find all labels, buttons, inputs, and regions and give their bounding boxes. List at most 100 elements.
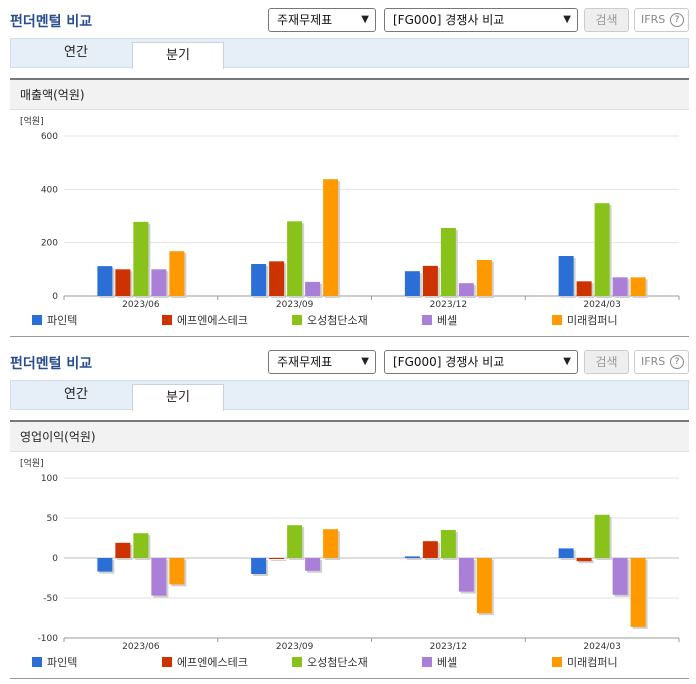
bar[interactable] — [287, 525, 303, 558]
bar[interactable] — [269, 558, 285, 559]
compare-select[interactable]: [FG000] 경쟁사 비교 ▼ — [384, 350, 578, 374]
legend-label[interactable]: 베셀 — [437, 656, 457, 669]
section-title: 영업이익(억원) — [10, 422, 689, 452]
ifrs-button[interactable]: IFRS ? — [634, 8, 689, 32]
statement-select[interactable]: 주재무제표 ▼ — [268, 350, 376, 374]
legend-label[interactable]: 에프엔에스테크 — [177, 656, 248, 669]
bar[interactable] — [305, 281, 321, 296]
op-profit-chart-svg: [억원] -100 -50 0 50 100 2023/06 2023/09 2023/12 20… — [20, 457, 680, 669]
unit-label: [억원] — [20, 457, 44, 469]
sales-chart-svg: [억원] 0 200 400 600 2023/06 2023/09 2023/12 2024/… — [20, 115, 680, 327]
x-tick-label: 2023/06 — [122, 300, 160, 310]
legend-swatch — [292, 657, 302, 667]
bar[interactable] — [323, 529, 339, 558]
help-icon[interactable]: ? — [670, 13, 684, 27]
bar[interactable] — [476, 260, 492, 296]
bar[interactable] — [97, 558, 113, 572]
bar[interactable] — [630, 277, 646, 296]
bar[interactable] — [133, 533, 149, 558]
tab-quarterly[interactable]: 분기 — [132, 384, 224, 411]
divider — [10, 678, 689, 679]
bar-shadow — [271, 560, 287, 561]
legend-label[interactable]: 미래컴퍼니 — [567, 314, 618, 327]
legend-swatch — [162, 315, 172, 325]
bar[interactable] — [476, 558, 492, 614]
legend-swatch — [32, 657, 42, 667]
bar[interactable] — [422, 265, 438, 296]
tab-quarterly[interactable]: 분기 — [132, 42, 224, 69]
sales-chart: [억원] 0 200 400 600 2023/06 2023/09 2023/12 2024/… — [10, 112, 689, 334]
bar[interactable] — [404, 556, 420, 558]
y-tick-label: 600 — [41, 132, 58, 142]
tab-annual[interactable]: 연간 — [64, 387, 88, 402]
legend-label[interactable]: 미래컴퍼니 — [567, 656, 618, 669]
statement-select[interactable]: 주재무제표 ▼ — [268, 8, 376, 32]
bar[interactable] — [115, 542, 131, 558]
op-profit-chart: [억원] -100 -50 0 50 100 2023/06 2023/09 2023/12 20… — [10, 454, 689, 676]
bar[interactable] — [558, 548, 574, 558]
search-button[interactable]: 검색 — [584, 350, 629, 374]
search-button[interactable]: 검색 — [584, 8, 629, 32]
bar[interactable] — [269, 261, 285, 296]
statement-select-value: 주재무제표 — [277, 355, 333, 369]
bar[interactable] — [97, 266, 113, 296]
bar[interactable] — [133, 221, 149, 296]
bar[interactable] — [305, 558, 321, 571]
bar[interactable] — [594, 514, 610, 558]
bar[interactable] — [115, 269, 131, 296]
bar[interactable] — [287, 221, 303, 296]
legend-label[interactable]: 파인텍 — [47, 656, 77, 669]
legend-label[interactable]: 에프엔에스테크 — [177, 314, 248, 327]
bar[interactable] — [612, 558, 628, 595]
legend-label[interactable]: 오성첨단소재 — [307, 314, 368, 327]
statement-select-value: 주재무제표 — [277, 13, 333, 27]
bar[interactable] — [440, 530, 456, 558]
bar-shadow — [578, 560, 594, 564]
chevron-down-icon: ▼ — [361, 14, 369, 25]
ifrs-button[interactable]: IFRS ? — [634, 350, 689, 374]
bar[interactable] — [422, 541, 438, 558]
y-tick-label: 50 — [47, 514, 59, 524]
ifrs-label: IFRS — [641, 355, 666, 368]
y-tick-label: 200 — [41, 239, 58, 249]
bar[interactable] — [558, 256, 574, 296]
bar[interactable] — [458, 283, 474, 296]
bar[interactable] — [151, 558, 167, 596]
ifrs-label: IFRS — [641, 13, 666, 26]
bar[interactable] — [630, 558, 646, 627]
legend-label[interactable]: 베셀 — [437, 314, 457, 327]
bar[interactable] — [251, 558, 267, 574]
tab-annual[interactable]: 연간 — [64, 45, 88, 60]
bar[interactable] — [458, 558, 474, 592]
bar[interactable] — [440, 228, 456, 296]
bar[interactable] — [576, 281, 592, 296]
legend-label[interactable]: 오성첨단소재 — [307, 656, 368, 669]
bar-shadow — [406, 558, 422, 560]
legend-swatch — [292, 315, 302, 325]
bar[interactable] — [404, 271, 420, 296]
chevron-down-icon: ▼ — [361, 356, 369, 367]
bar[interactable] — [169, 251, 185, 296]
chevron-down-icon: ▼ — [563, 356, 571, 367]
bar[interactable] — [251, 264, 267, 296]
help-icon[interactable]: ? — [670, 355, 684, 369]
bar[interactable] — [612, 277, 628, 296]
bar[interactable] — [323, 179, 339, 296]
y-tick-label: 0 — [52, 292, 58, 302]
legend-swatch — [422, 657, 432, 667]
panel-title: 펀더멘털 비교 — [10, 356, 93, 372]
legend-swatch — [32, 315, 42, 325]
period-tabs: 연간 분기 — [10, 380, 689, 411]
x-tick-label: 2023/12 — [430, 300, 467, 310]
bar[interactable] — [576, 558, 592, 562]
bar[interactable] — [151, 269, 167, 296]
compare-select[interactable]: [FG000] 경쟁사 비교 ▼ — [384, 8, 578, 32]
x-tick-label: 2023/06 — [122, 642, 160, 652]
y-tick-label: -50 — [43, 594, 58, 604]
panel-title: 펀더멘털 비교 — [10, 14, 93, 30]
y-tick-label: -100 — [38, 634, 59, 644]
bar[interactable] — [169, 558, 185, 585]
bar[interactable] — [594, 203, 610, 296]
x-tick-label: 2023/09 — [276, 300, 314, 310]
legend-label[interactable]: 파인텍 — [47, 314, 77, 327]
